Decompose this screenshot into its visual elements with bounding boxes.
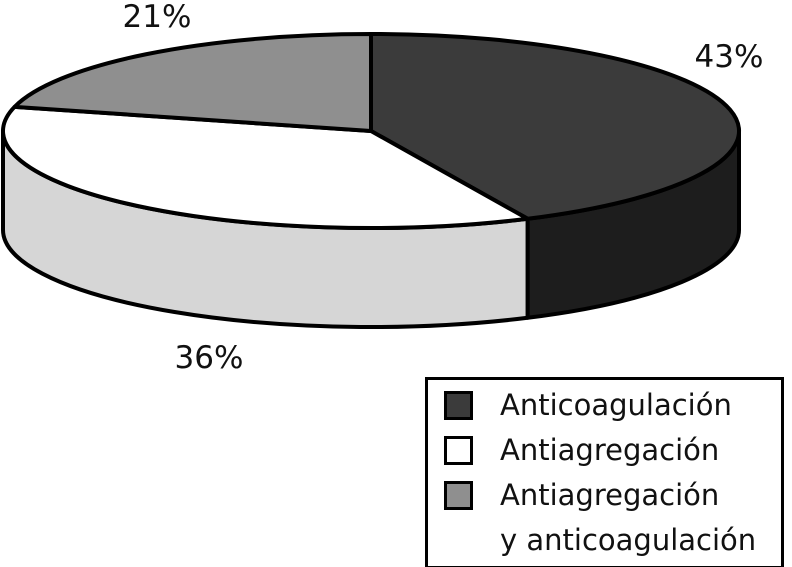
pie-slice-top-1	[1, 104, 530, 230]
legend-item-0: Anticoagulación	[444, 383, 781, 428]
slice-percent-label-0: 43%	[695, 39, 764, 75]
legend-swatch-1	[444, 436, 473, 465]
legend-label: Antiagregación	[500, 433, 720, 467]
slice-percent-label-1: 36%	[175, 340, 244, 376]
legend-item-2-cont: y anticoagulación	[444, 518, 781, 563]
legend-label: y anticoagulación	[500, 523, 757, 557]
legend-swatch-2	[444, 481, 473, 510]
slice-percent-label-2: 21%	[123, 0, 192, 35]
legend-label: Antiagregación	[500, 478, 720, 512]
legend-item-1: Antiagregación	[444, 428, 781, 473]
pie-slice-top-2	[12, 32, 373, 133]
legend-item-2: Antiagregación	[444, 473, 781, 518]
legend-swatch-0	[444, 391, 473, 420]
pie-slice-top-0	[369, 32, 741, 221]
legend: Anticoagulación Antiagregación Antiagregac…	[425, 377, 784, 567]
legend-label: Anticoagulación	[500, 388, 732, 422]
